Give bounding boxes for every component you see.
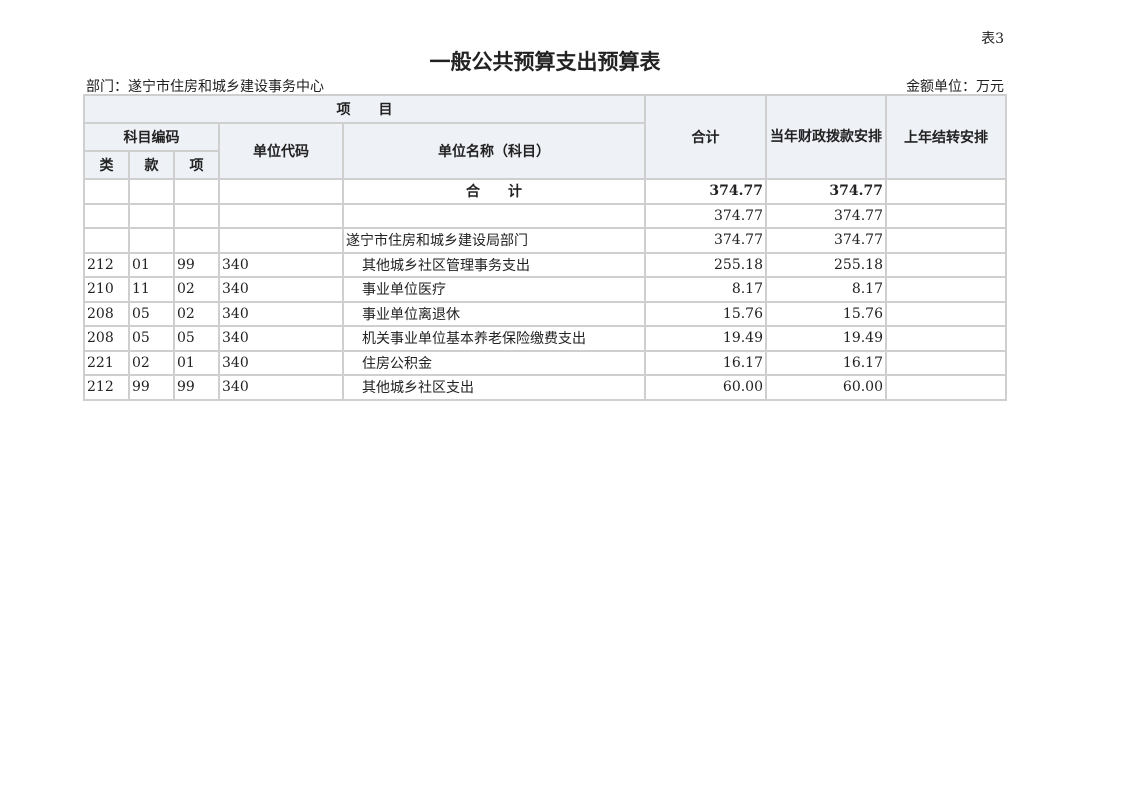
cell-name (342, 202, 646, 229)
cell-kuan: 99 (128, 374, 175, 401)
cell-xiang (173, 202, 220, 229)
header-kuan: 款 (128, 150, 175, 180)
cell-carryover (885, 374, 1007, 401)
cell-xiang: 02 (173, 300, 220, 327)
department-label: 部门：遂宁市住房和城乡建设事务中心 (86, 79, 324, 95)
header-current-year: 当年财政拨款安排 (765, 94, 887, 180)
cell-kuan (128, 227, 175, 254)
table-row: 208 05 02 340 事业单位离退休 15.76 15.76 (83, 300, 1007, 327)
table-row: 210 11 02 340 事业单位医疗 8.17 8.17 (83, 276, 1007, 303)
header-carryover: 上年结转安排 (885, 94, 1007, 180)
cell-carryover (885, 276, 1007, 303)
cell-xiang: 99 (173, 374, 220, 401)
cell-lei: 212 (83, 251, 130, 278)
cell-unit-code (218, 202, 344, 229)
cell-name: 其他城乡社区支出 (342, 374, 646, 401)
cell-kuan: 05 (128, 325, 175, 352)
cell-unit-code: 340 (218, 349, 344, 376)
cell-kuan: 02 (128, 349, 175, 376)
cell-carryover (885, 251, 1007, 278)
header-lei: 类 (83, 150, 130, 180)
header-total: 合计 (644, 94, 767, 180)
cell-lei (83, 227, 130, 254)
header-subject-code: 科目编码 (83, 122, 220, 152)
cell-carryover (885, 349, 1007, 376)
cell-lei: 208 (83, 300, 130, 327)
cell-lei: 212 (83, 374, 130, 401)
table-row: 212 01 99 340 其他城乡社区管理事务支出 255.18 255.18 (83, 251, 1007, 278)
cell-name: 遂宁市住房和城乡建设局部门 (342, 227, 646, 254)
table-row: 212 99 99 340 其他城乡社区支出 60.00 60.00 (83, 374, 1007, 401)
cell-name: 其他城乡社区管理事务支出 (342, 251, 646, 278)
cell-total: 8.17 (644, 276, 767, 303)
cell-name: 机关事业单位基本养老保险缴费支出 (342, 325, 646, 352)
cell-total: 374.77 (644, 227, 767, 254)
table-tag: 表3 (981, 31, 1004, 47)
table-row: 遂宁市住房和城乡建设局部门 374.77 374.77 (83, 227, 1007, 254)
cell-current-year: 255.18 (765, 251, 887, 278)
cell-current-year: 374.77 (765, 227, 887, 254)
page-title: 一般公共预算支出预算表 (429, 50, 661, 74)
cell-unit-code (218, 227, 344, 254)
amount-unit-label: 金额单位：万元 (906, 79, 1004, 95)
table-row: 374.77 374.77 (83, 202, 1007, 229)
cell-kuan: 05 (128, 300, 175, 327)
cell-lei: 210 (83, 276, 130, 303)
cell-current-year: 15.76 (765, 300, 887, 327)
table-row: 221 02 01 340 住房公积金 16.17 16.17 (83, 349, 1007, 376)
cell-current-year: 19.49 (765, 325, 887, 352)
total-value: 374.77 (644, 178, 767, 205)
header-project: 项 目 (83, 94, 646, 124)
cell-xiang (173, 227, 220, 254)
cell-unit-code: 340 (218, 300, 344, 327)
cell-kuan: 01 (128, 251, 175, 278)
cell-total: 16.17 (644, 349, 767, 376)
cell-current-year: 374.77 (765, 202, 887, 229)
header-xiang: 项 (173, 150, 220, 180)
total-current-year: 374.77 (765, 178, 887, 205)
cell-carryover (885, 325, 1007, 352)
cell-total: 374.77 (644, 202, 767, 229)
cell-kuan (128, 202, 175, 229)
cell-carryover (885, 202, 1007, 229)
cell-name: 住房公积金 (342, 349, 646, 376)
cell-lei (83, 202, 130, 229)
total-row: 合 计 374.77 374.77 (83, 178, 1007, 205)
total-label: 合 计 (342, 178, 646, 205)
cell-xiang: 05 (173, 325, 220, 352)
cell-unit-code: 340 (218, 276, 344, 303)
header-unit-code: 单位代码 (218, 122, 344, 180)
cell-total: 60.00 (644, 374, 767, 401)
cell-xiang: 99 (173, 251, 220, 278)
cell-current-year: 60.00 (765, 374, 887, 401)
header-unit-name: 单位名称（科目） (342, 122, 646, 180)
cell-total: 255.18 (644, 251, 767, 278)
total-carryover (885, 178, 1007, 205)
cell-current-year: 8.17 (765, 276, 887, 303)
cell-name: 事业单位离退休 (342, 300, 646, 327)
cell-xiang: 02 (173, 276, 220, 303)
cell-carryover (885, 227, 1007, 254)
cell-lei: 221 (83, 349, 130, 376)
cell-carryover (885, 300, 1007, 327)
cell-unit-code: 340 (218, 374, 344, 401)
cell-total: 15.76 (644, 300, 767, 327)
budget-table: 项 目 合计 当年财政拨款安排 上年结转安排 科目编码 单位代码 单位名称（科目… (83, 94, 1007, 401)
cell-xiang: 01 (173, 349, 220, 376)
cell-name: 事业单位医疗 (342, 276, 646, 303)
table-row: 208 05 05 340 机关事业单位基本养老保险缴费支出 19.49 19.49 (83, 325, 1007, 352)
cell-unit-code: 340 (218, 251, 344, 278)
cell-lei: 208 (83, 325, 130, 352)
cell-unit-code: 340 (218, 325, 344, 352)
cell-current-year: 16.17 (765, 349, 887, 376)
cell-total: 19.49 (644, 325, 767, 352)
cell-kuan: 11 (128, 276, 175, 303)
